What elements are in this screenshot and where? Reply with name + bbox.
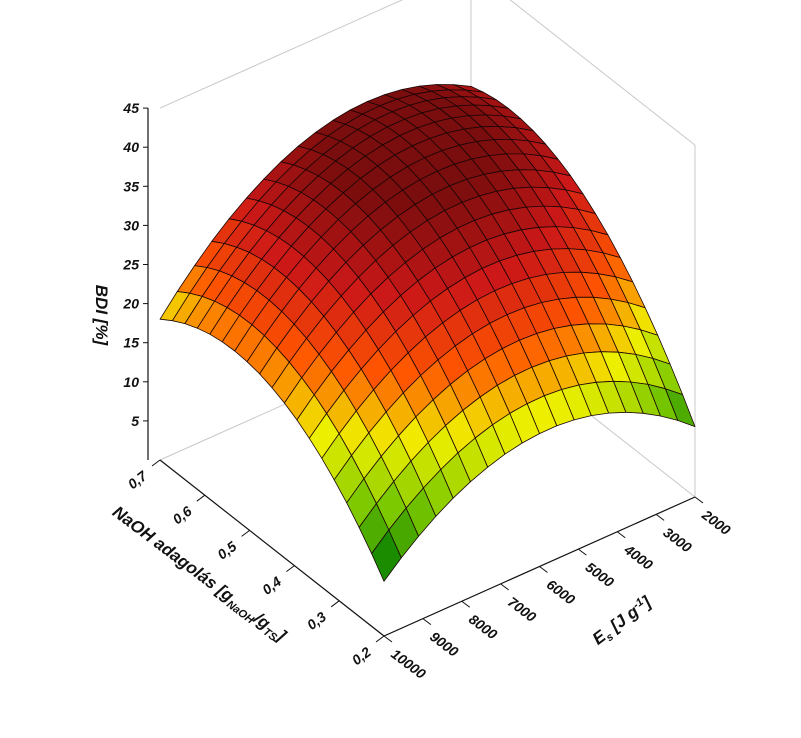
z-tick-label: 30 xyxy=(123,217,139,233)
x-tick-mark xyxy=(461,600,471,608)
x-tick-mark xyxy=(539,566,548,573)
z-tick-label: 20 xyxy=(122,296,139,312)
x-tick-label: 2000 xyxy=(698,506,733,538)
x-tick-label: 9000 xyxy=(427,628,462,660)
y-tick-label: 0,4 xyxy=(259,573,284,598)
z-axis-title: BDI [%] xyxy=(92,285,111,347)
x-tick-label: 3000 xyxy=(660,524,695,556)
y-tick-label: 0,5 xyxy=(214,538,239,563)
y-axis-title: NaOH adagolás [gNaOH/gTS] xyxy=(107,502,290,648)
y-tick-label: 0,3 xyxy=(304,608,329,633)
y-tick-label: 0,7 xyxy=(125,467,151,492)
y-tick-mark xyxy=(196,494,206,502)
x-tick-mark xyxy=(383,635,393,643)
x-tick-label: 10000 xyxy=(388,646,429,682)
x-tick-mark xyxy=(616,531,626,539)
z-tick-label: 45 xyxy=(122,100,139,116)
z-tick-label: 25 xyxy=(122,257,139,273)
x-tick-mark xyxy=(578,548,587,556)
y-axis-line xyxy=(159,459,385,637)
x-tick-label: 5000 xyxy=(583,559,618,591)
z-tick-label: 10 xyxy=(123,374,139,390)
z-tick-label: 5 xyxy=(131,413,139,429)
x-tick-label: 4000 xyxy=(621,541,656,573)
response-surface xyxy=(159,84,696,582)
surface-patch xyxy=(371,529,402,582)
z-tick-label: 35 xyxy=(123,178,139,194)
z-tick-label: 40 xyxy=(122,139,139,155)
y-tick-mark xyxy=(330,600,340,608)
y-tick-mark xyxy=(151,459,161,467)
x-axis-title: Es [J g-1] xyxy=(589,592,658,651)
x-tick-label: 8000 xyxy=(466,611,501,643)
y-tick-mark xyxy=(286,565,295,572)
y-tick-label: 0,6 xyxy=(169,503,194,528)
z-tick-label: 15 xyxy=(123,335,139,351)
x-tick-mark xyxy=(655,513,665,521)
x-tick-label: 7000 xyxy=(505,593,540,625)
x-tick-mark xyxy=(500,583,509,591)
box-edge-top-right xyxy=(509,0,696,146)
box-edge-top-left xyxy=(159,0,404,109)
x-tick-mark xyxy=(694,496,704,504)
y-tick-mark xyxy=(241,530,250,537)
y-tick-mark xyxy=(375,635,385,643)
y-tick-label: 0,2 xyxy=(349,643,374,668)
x-tick-mark xyxy=(422,618,432,626)
x-tick-label: 6000 xyxy=(544,576,579,608)
